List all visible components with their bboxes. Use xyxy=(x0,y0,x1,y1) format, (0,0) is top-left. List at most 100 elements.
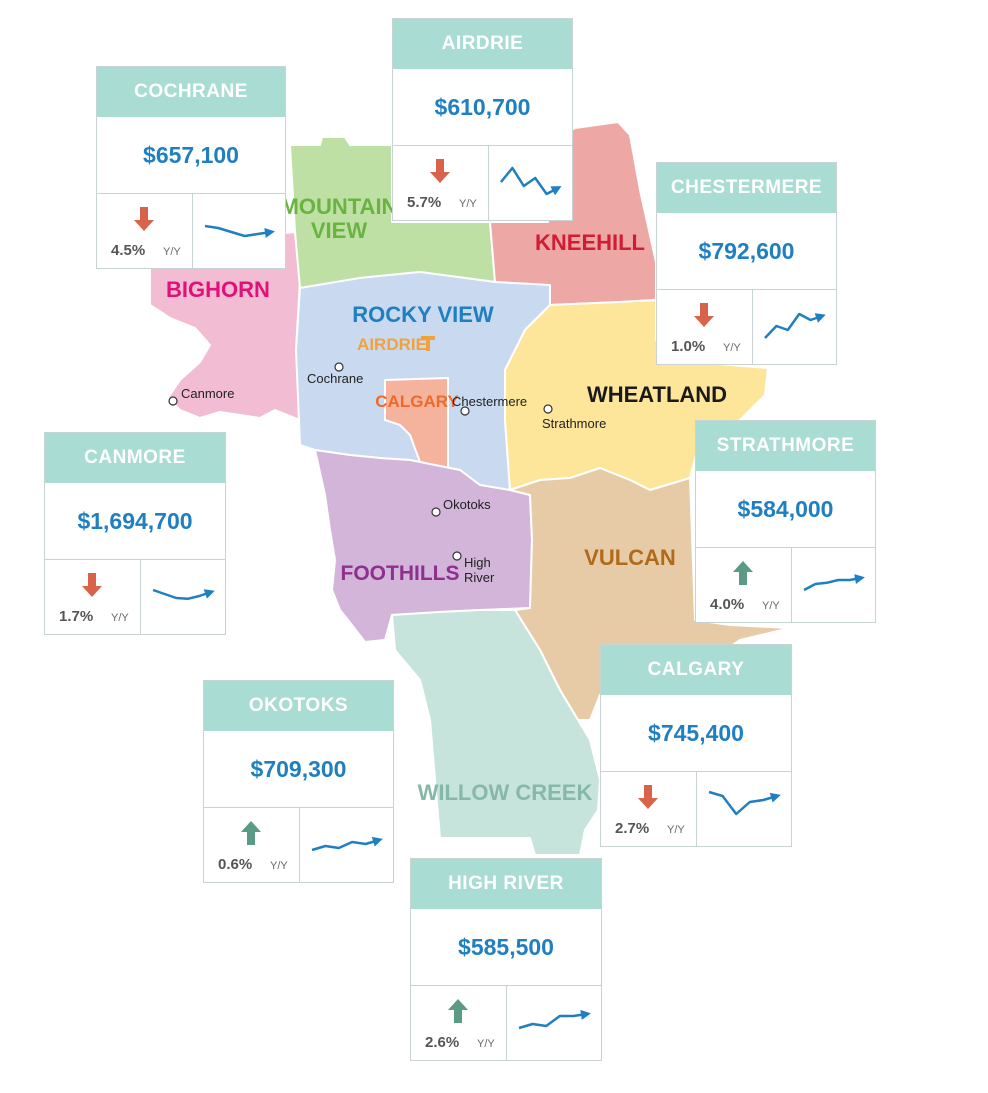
card-stats: 2.7% Y/Y xyxy=(601,772,791,846)
card-trend xyxy=(300,808,393,882)
region-label-vulcan: VULCAN xyxy=(584,545,676,570)
card-change: 2.7% Y/Y xyxy=(601,772,697,846)
sparkline-arrowhead-icon xyxy=(550,186,562,196)
card-change: 4.0% Y/Y xyxy=(696,548,792,622)
card-calgary[interactable]: CALGARY $745,400 2.7% Y/Y xyxy=(600,644,792,847)
sparkline-line xyxy=(311,838,380,852)
region-label-bighorn: BIGHORN xyxy=(166,277,270,302)
change-percent: 0.6% xyxy=(218,856,253,873)
change-percent: 2.7% xyxy=(615,820,650,837)
arrow-down-icon xyxy=(638,785,658,809)
arrow-down-icon xyxy=(82,573,102,597)
change-period: Y/Y xyxy=(163,246,181,258)
card-trend xyxy=(193,194,285,268)
card-change: 5.7% Y/Y xyxy=(393,146,489,220)
change-period: Y/Y xyxy=(762,600,780,612)
trend-sparkline xyxy=(311,836,383,852)
trend-sparkline xyxy=(708,790,781,816)
trend-sparkline xyxy=(764,312,826,339)
change-period: Y/Y xyxy=(459,198,477,210)
sparkline-arrowhead-icon xyxy=(854,574,865,584)
card-chestermere[interactable]: CHESTERMERE $792,600 1.0% Y/Y xyxy=(656,162,837,365)
sparkline-arrowhead-icon xyxy=(264,227,275,238)
card-trend xyxy=(507,986,601,1060)
sparkline-line xyxy=(152,588,212,601)
sparkline-arrowhead-icon xyxy=(203,589,215,599)
card-trend xyxy=(141,560,225,634)
card-title: HIGH RIVER xyxy=(411,859,601,909)
sparkline-line xyxy=(803,576,862,592)
sparkline-arrowhead-icon xyxy=(814,313,826,323)
arrow-down-icon xyxy=(134,207,154,231)
town-chestermere: Chestermere xyxy=(452,394,527,416)
region-label-rocky-view: ROCKY VIEW xyxy=(352,302,494,327)
sparkline-line xyxy=(708,790,778,816)
card-stats: 1.7% Y/Y xyxy=(45,560,225,634)
card-canmore[interactable]: CANMORE $1,694,700 1.7% Y/Y xyxy=(44,432,226,635)
sparkline-arrowhead-icon xyxy=(580,1009,591,1020)
arrow-up-icon xyxy=(733,561,753,585)
card-trend xyxy=(697,772,791,846)
sparkline-line xyxy=(518,1012,588,1030)
sparkline-arrowhead-icon xyxy=(769,792,781,803)
town-strathmore: Strathmore xyxy=(542,404,606,431)
card-price: $792,600 xyxy=(657,213,836,290)
region-calgary[interactable] xyxy=(384,377,449,471)
card-change: 2.6% Y/Y xyxy=(411,986,507,1060)
card-stats: 0.6% Y/Y xyxy=(204,808,393,882)
town-label-okotoks: Okotoks xyxy=(443,497,491,512)
airdrie-map-label: AIRDRIE xyxy=(357,335,427,354)
airdrie-pin-icon xyxy=(421,336,435,351)
town-cochrane: Cochrane xyxy=(307,362,363,386)
card-cochrane[interactable]: COCHRANE $657,100 4.5% Y/Y xyxy=(96,66,286,269)
card-change: 1.7% Y/Y xyxy=(45,560,141,634)
card-trend xyxy=(753,290,836,364)
change-percent: 4.5% xyxy=(111,242,146,259)
card-price: $584,000 xyxy=(696,471,875,548)
town-canmore: Canmore xyxy=(168,386,234,406)
card-title: OKOTOKS xyxy=(204,681,393,731)
region-label-willow-creek: WILLOW CREEK xyxy=(418,780,593,805)
card-stats: 4.5% Y/Y xyxy=(97,194,285,268)
arrow-down-icon xyxy=(694,303,714,327)
card-title: CALGARY xyxy=(601,645,791,695)
sparkline-arrowhead-icon xyxy=(371,836,383,847)
card-price: $709,300 xyxy=(204,731,393,808)
card-change: 4.5% Y/Y xyxy=(97,194,193,268)
town-label-high-river: High River xyxy=(464,555,495,585)
change-period: Y/Y xyxy=(667,824,685,836)
region-label-kneehill: KNEEHILL xyxy=(535,230,645,255)
change-percent: 1.0% xyxy=(671,338,706,355)
card-okotoks[interactable]: OKOTOKS $709,300 0.6% Y/Y xyxy=(203,680,394,883)
card-strathmore[interactable]: STRATHMORE $584,000 4.0% Y/Y xyxy=(695,420,876,623)
change-percent: 4.0% xyxy=(710,596,745,613)
change-period: Y/Y xyxy=(270,860,288,872)
card-price: $585,500 xyxy=(411,909,601,986)
arrow-up-icon xyxy=(448,999,468,1023)
region-label-foothills: FOOTHILLS xyxy=(341,562,460,585)
sparkline-line xyxy=(204,224,272,238)
change-period: Y/Y xyxy=(723,342,741,354)
town-label-chestermere: Chestermere xyxy=(452,394,527,409)
card-stats: 1.0% Y/Y xyxy=(657,290,836,364)
trend-sparkline xyxy=(803,574,865,592)
card-trend xyxy=(489,146,572,220)
card-stats: 2.6% Y/Y xyxy=(411,986,601,1060)
arrow-down-icon xyxy=(430,159,450,183)
town-okotoks: Okotoks xyxy=(431,497,491,517)
town-label-strathmore: Strathmore xyxy=(542,416,606,431)
card-change: 0.6% Y/Y xyxy=(204,808,300,882)
region-willow-creek[interactable] xyxy=(391,609,601,856)
card-price: $610,700 xyxy=(393,69,572,146)
town-high-river: High River xyxy=(452,551,495,585)
trend-sparkline xyxy=(500,166,562,196)
town-label-canmore: Canmore xyxy=(181,386,234,401)
trend-sparkline xyxy=(152,588,215,601)
card-stats: 5.7% Y/Y xyxy=(393,146,572,220)
card-high-river[interactable]: HIGH RIVER $585,500 2.6% Y/Y xyxy=(410,858,602,1061)
card-airdrie[interactable]: AIRDRIE $610,700 5.7% Y/Y xyxy=(392,18,573,221)
region-label-calgary: CALGARY xyxy=(375,392,459,411)
change-percent: 5.7% xyxy=(407,194,442,211)
card-title: CANMORE xyxy=(45,433,225,483)
card-change: 1.0% Y/Y xyxy=(657,290,753,364)
